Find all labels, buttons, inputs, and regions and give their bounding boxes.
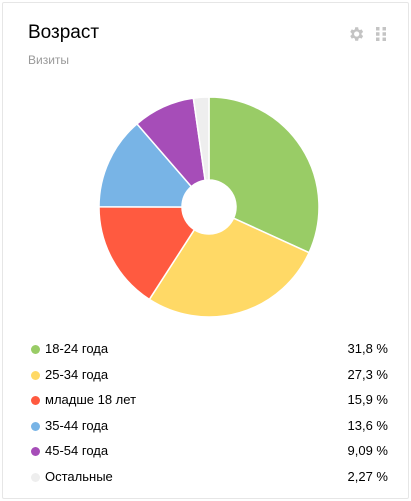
legend-value: 27,3 % — [347, 366, 388, 382]
legend-value: 9,09 % — [347, 443, 388, 458]
legend-label: младше 18 лет — [45, 392, 137, 407]
pie-slice[interactable] — [192, 96, 210, 182]
legend-label: Остальные — [45, 468, 113, 484]
legend-item[interactable]: младше 18 лет 15,9 % — [3, 389, 408, 415]
legend-item[interactable]: 25-34 года 27,3 % — [3, 364, 408, 390]
legend-label: 45-54 года — [45, 443, 109, 458]
legend-label: 35-44 года — [45, 417, 109, 433]
pie-slice[interactable] — [208, 96, 320, 254]
legend-color-dot — [31, 472, 40, 482]
legend-value: 13,6 % — [347, 417, 388, 433]
legend-color-dot — [31, 447, 40, 456]
widget-title: Возраст — [28, 22, 100, 43]
legend-color-dot — [31, 396, 40, 405]
legend-item[interactable]: 18-24 года 31,8 % — [3, 338, 408, 364]
drag-handle-icon[interactable] — [375, 26, 387, 42]
widget-subtitle: Визиты — [28, 53, 70, 67]
legend-value: 31,8 % — [347, 341, 388, 356]
gear-icon[interactable] — [347, 25, 365, 43]
legend-item[interactable]: 35-44 года 13,6 % — [3, 415, 408, 441]
legend-label: 25-34 года — [45, 366, 109, 382]
legend-color-dot — [31, 421, 40, 431]
legend-value: 15,9 % — [347, 392, 388, 407]
legend-color-dot — [31, 370, 40, 380]
legend-item[interactable]: 45-54 года 9,09 % — [3, 440, 408, 466]
legend-item[interactable]: Остальные 2,27 % — [3, 466, 408, 492]
legend-label: 18-24 года — [45, 341, 109, 356]
pie-slice[interactable] — [148, 217, 311, 318]
chart-legend: 18-24 года 31,8 % 25-34 года 27,3 % младше 1… — [3, 338, 408, 491]
age-donut-chart — [98, 96, 320, 318]
pie-slice[interactable] — [98, 122, 193, 208]
legend-value: 2,27 % — [347, 468, 388, 484]
legend-color-dot — [31, 345, 40, 354]
pie-slice[interactable] — [98, 206, 196, 301]
